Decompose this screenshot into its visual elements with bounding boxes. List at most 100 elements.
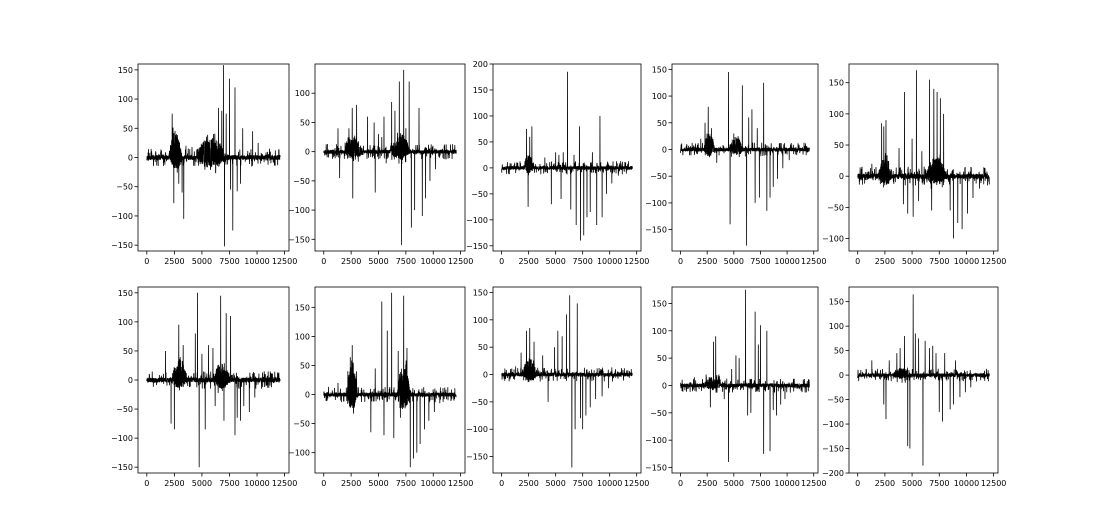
y-tick-label: 50 [834, 141, 844, 150]
y-tick-label: 0 [839, 172, 844, 181]
y-tick-label: 150 [118, 66, 133, 75]
y-tick-label: −150 [466, 242, 488, 251]
signal-line [501, 71, 633, 241]
y-tick-label: 0 [305, 148, 310, 157]
subplot-2: 0 2500 5000 7500 10000 12500 −150 −100 −50 0 50 100 [288, 63, 473, 266]
signal-line [323, 292, 457, 468]
x-tick-label: 2500 [697, 479, 717, 488]
x-tick-label: 5000 [902, 257, 922, 266]
y-tick-label: 150 [652, 65, 667, 74]
x-tick-label: 2500 [341, 479, 361, 488]
y-tick-label: −50 [650, 172, 667, 181]
y-tick-label: 0 [662, 145, 667, 154]
x-tick-label: 10000 [421, 479, 446, 488]
y-tick-label: −100 [288, 449, 310, 458]
x-tick-label: 7500 [219, 479, 239, 488]
y-tick-label: −100 [466, 425, 488, 434]
y-tick-label: −50 [293, 177, 310, 186]
y-tick-label: 50 [300, 361, 310, 370]
y-tick-label: −50 [827, 203, 844, 212]
y-tick-label: 100 [652, 92, 667, 101]
x-tick-label: 12500 [272, 257, 297, 266]
axes-frame [314, 63, 466, 252]
signal-line [857, 70, 990, 239]
y-tick-label: −100 [111, 212, 133, 221]
y-tick-label: −150 [645, 464, 667, 473]
y-tick-label: 50 [657, 354, 667, 363]
axes-frame [671, 63, 819, 252]
x-tick-label: 10000 [597, 479, 622, 488]
x-tick-label: 10000 [774, 479, 799, 488]
y-tick-label: 100 [829, 110, 844, 119]
y-tick-label: 150 [118, 289, 133, 298]
signal-line [680, 72, 810, 246]
y-tick-label: 0 [662, 381, 667, 390]
y-tick-label: 0 [128, 376, 133, 385]
y-tick-label: −50 [827, 396, 844, 405]
x-tick-label: 0 [144, 479, 149, 488]
y-tick-label: 100 [473, 316, 488, 325]
y-tick-label: 0 [483, 371, 488, 380]
x-tick-label: 10000 [954, 257, 979, 266]
x-tick-label: 12500 [801, 257, 826, 266]
x-tick-label: 5000 [724, 257, 744, 266]
x-tick-label: 0 [855, 479, 860, 488]
x-tick-label: 7500 [396, 479, 416, 488]
x-tick-label: 2500 [518, 257, 538, 266]
y-tick-label: −150 [822, 445, 844, 454]
subplot-10: 0 2500 5000 7500 10000 12500 −200 −150 −100 −50 0 5… [822, 286, 1006, 488]
y-tick-label: 50 [123, 124, 133, 133]
subplot-6: 0 2500 5000 7500 10000 12500 −150 −100 −50 0 50 100… [111, 286, 297, 488]
x-tick-label: 7500 [929, 257, 949, 266]
x-tick-label: 5000 [545, 257, 565, 266]
subplot-3: 0 2500 5000 7500 10000 12500 −150 −100 −50 0 50 100… [466, 60, 649, 266]
x-tick-label: 0 [499, 479, 504, 488]
y-tick-label: −100 [645, 436, 667, 445]
y-tick-label: 150 [829, 298, 844, 307]
x-tick-label: 0 [321, 257, 326, 266]
x-tick-label: 7500 [750, 257, 770, 266]
x-tick-label: 2500 [341, 257, 361, 266]
x-tick-label: 0 [678, 257, 683, 266]
subplot-1: 0 2500 5000 7500 10000 12500 −150 −100 −50 0 50 100… [111, 63, 297, 266]
subplot-5: 0 2500 5000 7500 10000 12500 −100 −50 0 50 100 150 [822, 63, 1006, 266]
y-tick-label: 150 [829, 79, 844, 88]
y-tick-label: 50 [123, 347, 133, 356]
axes-frame [848, 63, 999, 252]
x-tick-label: 5000 [192, 257, 212, 266]
x-tick-label: 12500 [981, 257, 1006, 266]
y-tick-label: −150 [466, 453, 488, 462]
x-tick-label: 12500 [624, 479, 649, 488]
x-tick-label: 12500 [448, 479, 473, 488]
axes-frame [492, 286, 642, 474]
x-tick-label: 2500 [875, 257, 895, 266]
x-tick-label: 7500 [396, 257, 416, 266]
y-tick-label: 100 [118, 95, 133, 104]
y-tick-label: −150 [111, 241, 133, 250]
x-tick-label: 12500 [448, 257, 473, 266]
y-tick-label: −100 [466, 216, 488, 225]
x-tick-label: 12500 [801, 479, 826, 488]
x-tick-label: 2500 [875, 479, 895, 488]
signal-line [680, 289, 810, 463]
x-tick-label: 7500 [929, 479, 949, 488]
y-tick-label: 50 [478, 343, 488, 352]
x-tick-label: 5000 [724, 479, 744, 488]
signal-line [857, 294, 990, 466]
x-tick-label: 0 [144, 257, 149, 266]
y-tick-label: 50 [834, 347, 844, 356]
y-tick-label: 50 [300, 118, 310, 127]
signal-line [323, 69, 457, 246]
signal-line [146, 65, 281, 247]
y-tick-label: 100 [295, 332, 310, 341]
x-tick-label: 5000 [368, 257, 388, 266]
subplot-7: 0 2500 5000 7500 10000 12500 −100 −50 0 50 100 150 [288, 286, 473, 488]
x-tick-label: 0 [855, 257, 860, 266]
x-tick-label: 5000 [902, 479, 922, 488]
x-tick-label: 10000 [421, 257, 446, 266]
y-tick-label: −50 [471, 398, 488, 407]
subplot-8: 0 2500 5000 7500 10000 12500 −150 −100 −50 0 50 100… [466, 286, 649, 488]
x-tick-label: 7500 [572, 479, 592, 488]
